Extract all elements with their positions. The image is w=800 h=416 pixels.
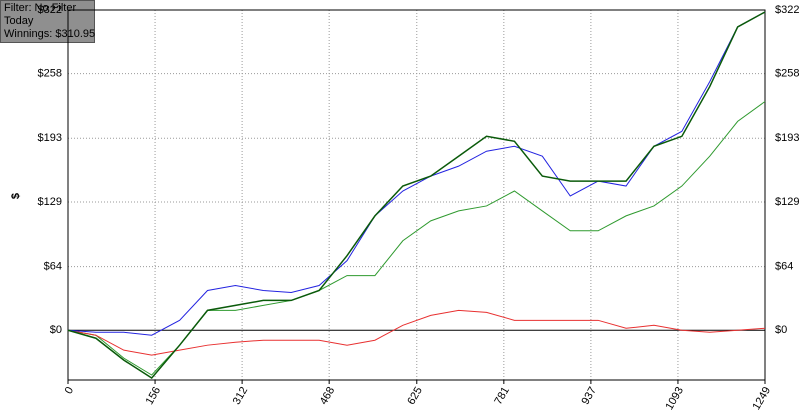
plot-frame <box>67 9 766 381</box>
y-tick-label: $258 <box>38 68 62 80</box>
info-text: Today <box>4 15 34 27</box>
y-tick-label: $0 <box>50 324 62 336</box>
series-line <box>67 309 766 356</box>
y-tick-label-right: $322 <box>775 4 799 16</box>
y-tick-label-right: $193 <box>775 132 799 144</box>
info-text: Filter: No Filter <box>4 2 76 14</box>
y-tick-label: $64 <box>44 261 62 273</box>
y-axis-label: $ <box>10 193 22 199</box>
y-tick-label-right: $258 <box>775 68 799 80</box>
info-text: Winnings: $310.95 <box>4 28 95 40</box>
y-tick-label-right: $0 <box>775 324 787 336</box>
y-tick-label: $129 <box>38 196 62 208</box>
y-tick-label: $322 <box>38 4 62 16</box>
series-line <box>67 11 766 379</box>
y-tick-label-right: $129 <box>775 196 799 208</box>
info-box <box>0 0 95 43</box>
x-tick-label: 0 <box>63 385 76 396</box>
y-tick-label-right: $64 <box>775 261 793 273</box>
y-tick-label: $193 <box>38 132 62 144</box>
